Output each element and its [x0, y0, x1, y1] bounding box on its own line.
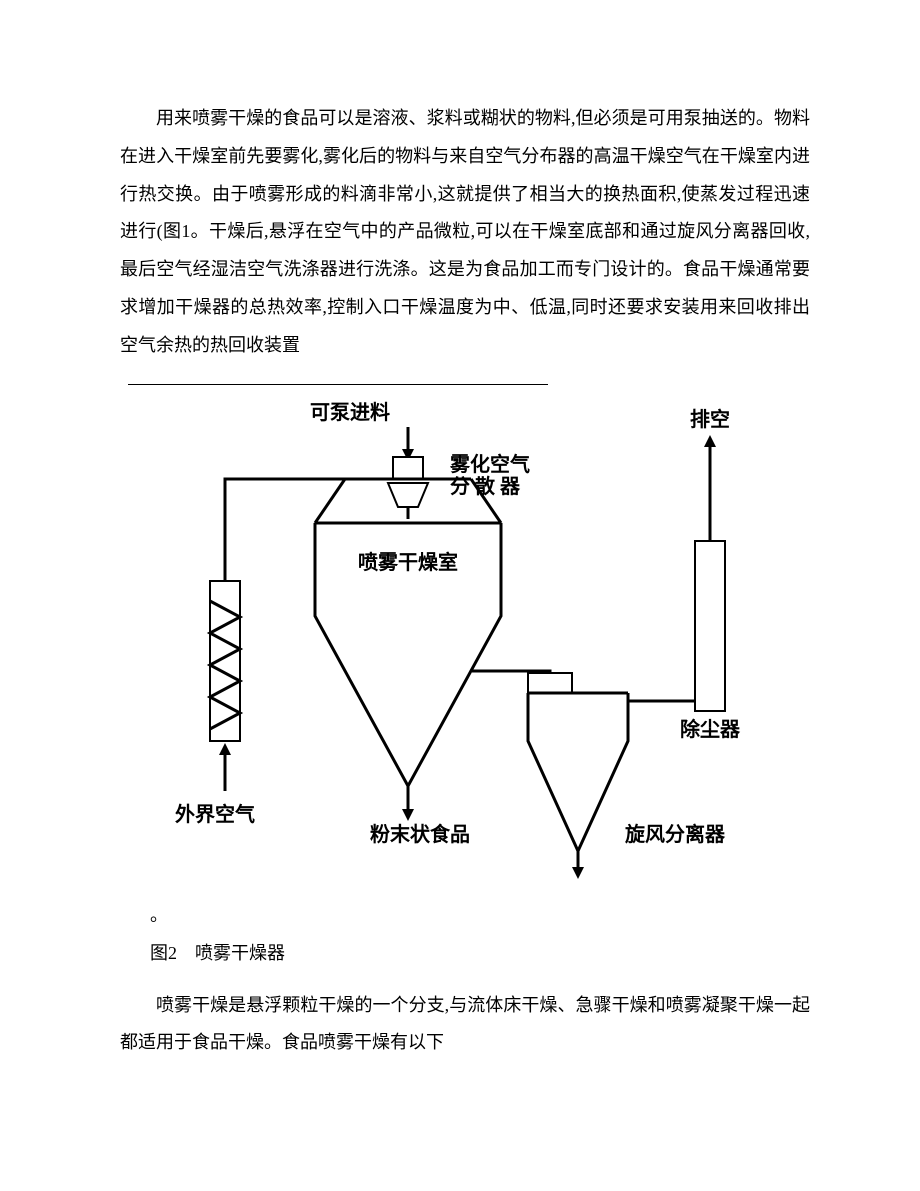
paragraph-1: 用来喷雾干燥的食品可以是溶液、浆料或糊状的物料,但必须是可用泵抽送的。物料在进入…	[120, 100, 810, 365]
chamber-discharge-head	[402, 809, 414, 821]
label-exhaust: 排空	[690, 407, 730, 431]
figure-caption: 图2 喷雾干燥器	[150, 939, 810, 965]
paragraph-3: 喷雾干燥是悬浮颗粒干燥的一个分支,与流体床干燥、急骤干燥和喷雾凝聚干燥一起都适用…	[120, 987, 810, 1063]
cyclone-discharge-head	[572, 867, 584, 879]
chamber-shoulder-left	[315, 479, 345, 523]
figure-wrap: 可泵进料 排空 雾化空气 分 散 器	[120, 383, 810, 891]
caption-leading-dot: 。	[150, 901, 810, 927]
label-cyclone: 旋风分离器	[624, 822, 726, 846]
figure-top-rule	[128, 383, 548, 385]
label-feed: 可泵进料	[310, 401, 390, 424]
cyclone-outline	[528, 693, 628, 851]
label-chamber: 喷雾干燥室	[358, 550, 458, 574]
dust-collector	[695, 541, 725, 711]
heater-to-chamber	[225, 479, 345, 581]
spray-dryer-diagram: 可泵进料 排空 雾化空气 分 散 器	[120, 391, 820, 891]
feed-box	[393, 457, 423, 479]
label-dust-collector: 除尘器	[680, 717, 741, 741]
label-powder-food: 粉末状食品	[370, 822, 470, 846]
ambient-air-head	[219, 743, 231, 755]
label-atomizer-air: 雾化空气	[450, 452, 530, 476]
exhaust-arrow-head	[704, 435, 716, 447]
cyclone-inlet-box	[528, 673, 572, 693]
page-container: 用来喷雾干燥的食品可以是溶液、浆料或糊状的物料,但必须是可用泵抽送的。物料在进入…	[0, 0, 920, 1191]
label-ambient-air: 外界空气	[175, 802, 255, 826]
atomizer-funnel	[388, 483, 428, 507]
